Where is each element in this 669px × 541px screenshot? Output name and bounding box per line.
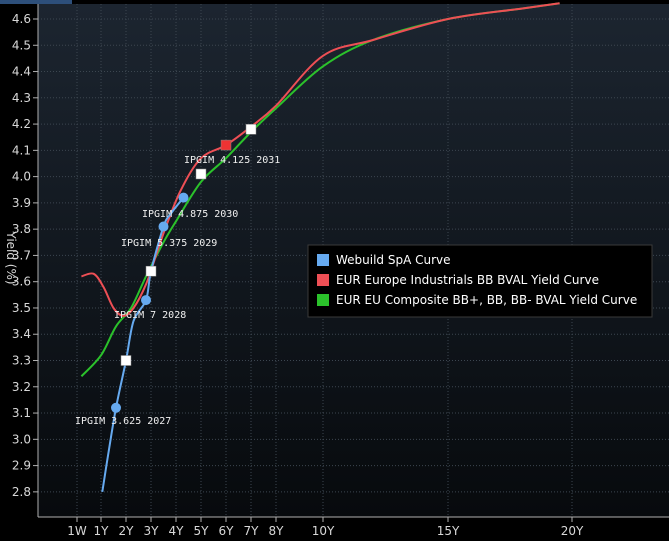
bond-label: IPGIM 5.375 2029	[121, 238, 217, 249]
bond-point-marker	[178, 192, 189, 203]
bond-markers	[111, 124, 257, 413]
y-tick-label: 3.3	[12, 354, 31, 368]
legend-swatch	[317, 254, 329, 266]
x-tick-label: 8Y	[269, 524, 285, 538]
bond-label: IPGIM 7 2028	[114, 310, 186, 321]
bond-label: IPGIM 4.125 2031	[184, 155, 280, 166]
y-tick-label: 3.1	[12, 406, 31, 420]
x-tick-label: 20Y	[561, 524, 584, 538]
legend-box	[307, 244, 653, 318]
y-axis-label: Yield (%)	[4, 230, 18, 284]
x-tick-label: 1Y	[94, 524, 110, 538]
bond-annotations: IPGIM 3.625 2027 IPGIM 7 2028 IPGIM 5.375 …	[75, 155, 280, 427]
curve-point-marker	[120, 355, 132, 366]
legend-swatch	[317, 294, 329, 306]
y-tick-label: 4.1	[12, 143, 31, 157]
legend-entry: Webuild SpA Curve	[336, 253, 451, 267]
x-tick-label: 2Y	[119, 524, 135, 538]
curve-point-marker	[145, 265, 157, 277]
bond-point-marker	[111, 402, 121, 413]
series-line-1	[81, 2, 560, 317]
x-tick-label: 1W	[67, 524, 87, 538]
y-tick-label: 3.4	[12, 327, 31, 341]
bond-label: IPGIM 4.875 2030	[142, 209, 238, 220]
x-tick-label: 10Y	[312, 524, 335, 538]
x-tick-label: 6Y	[219, 524, 235, 538]
curve-point-marker	[220, 139, 232, 151]
legend-entry: EUR EU Composite BB+, BB, BB- BVAL Yield…	[336, 293, 637, 307]
series-line-0	[101, 196, 185, 493]
y-tick-label: 4.6	[12, 12, 31, 26]
series-lines	[80, 2, 560, 493]
y-axis: 2.8 2.9 3.0 3.1 3.2 3.3 3.4 3.5 3.6 3.7 3.8 3.9 4.0 4…	[12, 4, 39, 517]
x-tick-label: 4Y	[169, 524, 185, 538]
y-tick-label: 3.0	[12, 432, 31, 446]
y-tick-label: 3.7	[12, 248, 31, 262]
x-tick-label: 5Y	[194, 524, 210, 538]
bond-label: IPGIM 3.625 2027	[75, 416, 171, 427]
x-axis: 1W 1Y 2Y 3Y 4Y 5Y 6Y 7Y 8Y 10Y 15Y 20Y	[38, 516, 669, 538]
x-tick-label: 3Y	[144, 524, 160, 538]
y-tick-label: 4.2	[12, 117, 31, 131]
curve-point-marker	[195, 168, 207, 180]
y-tick-label: 3.8	[12, 222, 31, 236]
top-tab-strip	[0, 0, 72, 4]
y-tick-label: 4.3	[12, 91, 31, 105]
y-tick-label: 4.0	[12, 170, 31, 184]
y-tick-label: 3.5	[12, 301, 31, 315]
bond-point-marker	[158, 221, 169, 232]
y-tick-label: 3.2	[12, 380, 31, 394]
x-tick-label: 15Y	[437, 524, 460, 538]
x-tick-label: 7Y	[244, 524, 260, 538]
y-tick-label: 3.9	[12, 196, 31, 210]
legend: Webuild SpA Curve EUR Europe Industrials …	[307, 244, 653, 318]
y-tick-label: 2.8	[12, 485, 31, 499]
bond-point-marker	[141, 295, 151, 306]
y-tick-label: 2.9	[12, 459, 31, 473]
curve-point-marker	[245, 124, 257, 135]
y-tick-label: 4.5	[12, 38, 31, 52]
y-tick-label: 4.4	[12, 65, 31, 79]
y-tick-label: 3.6	[12, 275, 31, 289]
legend-swatch	[317, 274, 329, 286]
legend-entry: EUR Europe Industrials BB BVAL Yield Cur…	[336, 273, 599, 287]
